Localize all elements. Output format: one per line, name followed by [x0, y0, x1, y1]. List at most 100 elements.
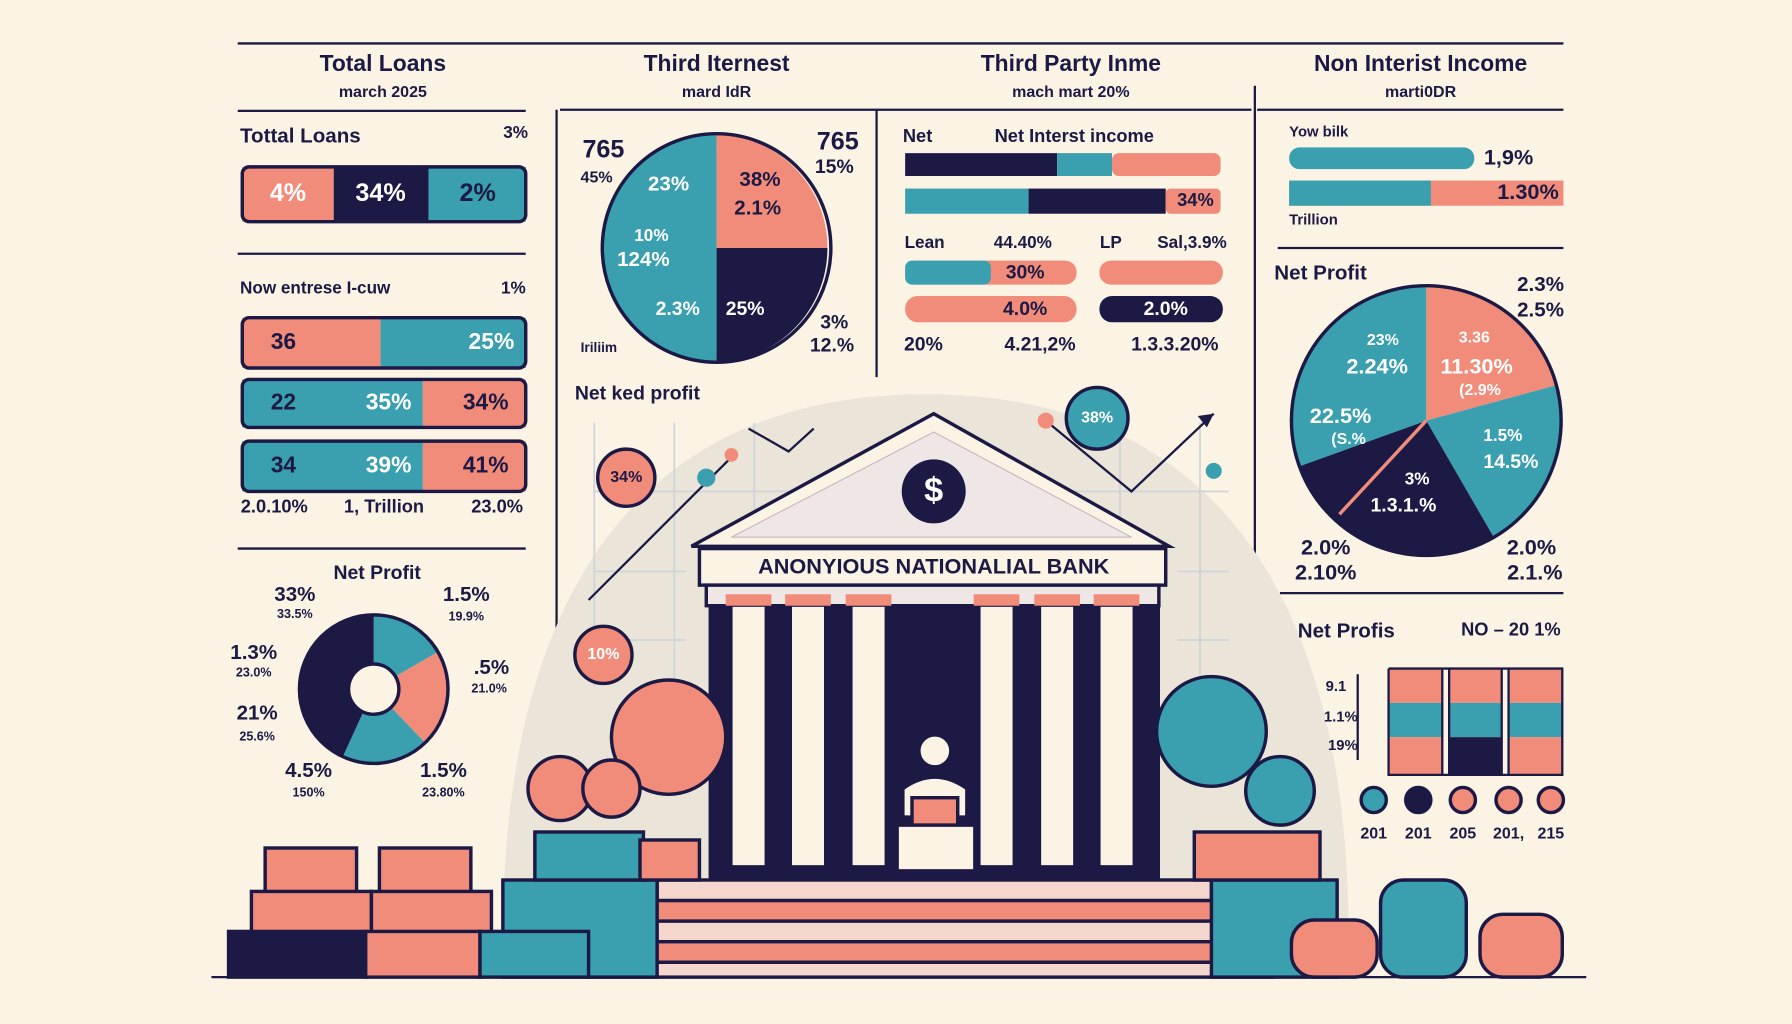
- coin: [901, 459, 966, 524]
- capital: [973, 594, 1020, 606]
- interest-label-text: Net: [903, 125, 932, 146]
- pie2-labels-text: 1.5%: [1483, 425, 1522, 445]
- bank-name-text: ANONYIOUS NATIONALIAL BANK: [758, 554, 1110, 579]
- crate: [249, 889, 374, 937]
- profits-years-text: 201: [1360, 826, 1387, 843]
- segment: [1165, 188, 1221, 214]
- column-outline: [1356, 667, 1564, 776]
- dot: [1037, 412, 1054, 429]
- coin-stack: [1478, 912, 1564, 979]
- segment: [1057, 153, 1112, 176]
- segment: [422, 441, 526, 492]
- capital: [1034, 594, 1080, 606]
- pie1-labels-text: 765: [582, 135, 624, 163]
- icon: [1404, 785, 1433, 815]
- capital: [725, 594, 772, 606]
- pie2-notes-text: 2.5%: [1517, 298, 1564, 321]
- income-footer-text: 2.0.10%: [241, 495, 308, 516]
- step: [638, 898, 1231, 923]
- column: [850, 604, 887, 868]
- segment: [333, 166, 429, 222]
- trend-bubbles-text: 34%: [610, 469, 642, 486]
- pie2-labels-text: 11.30%: [1440, 354, 1512, 379]
- outline: [240, 316, 528, 370]
- interest-title-text: Net Interst income: [995, 125, 1154, 146]
- interest-footer-text: 4.21,2%: [1004, 333, 1075, 355]
- headers-subtitle-text: march 2025: [339, 84, 427, 101]
- income-rows-text: 34: [271, 451, 297, 477]
- column: [789, 604, 827, 868]
- income-footer-text: 1, Trillion: [344, 495, 424, 516]
- cell: [1508, 668, 1563, 703]
- profits-note-text: NO – 20 1%: [1461, 619, 1561, 640]
- segment: [242, 317, 381, 368]
- headers-title-text: Third Party Inme: [981, 50, 1161, 76]
- column: [1038, 604, 1076, 868]
- pie2-labels-text: 2.1.%: [1507, 559, 1563, 584]
- bank-symbol-text: $: [924, 472, 943, 510]
- cell: [1508, 737, 1563, 775]
- slice: [1426, 285, 1557, 421]
- planter: [1192, 830, 1322, 882]
- pie2-labels-text: 1.3.1.%: [1371, 494, 1437, 516]
- step: [601, 940, 1266, 964]
- tree: [609, 678, 728, 796]
- interest-bars-text: 2.0%: [1144, 298, 1188, 320]
- step: [655, 878, 1214, 903]
- planter: [533, 830, 646, 882]
- capital: [1093, 594, 1140, 606]
- outline: [1289, 284, 1563, 558]
- coin-stack: [1378, 878, 1468, 979]
- profits-years-text: 201,: [1493, 826, 1524, 843]
- dot: [697, 468, 716, 487]
- cell: [1449, 702, 1502, 738]
- pie2-title-text: Net Profit: [1274, 262, 1367, 285]
- headers-title-text: Total Loans: [320, 50, 447, 76]
- donut-labels-text: 150%: [293, 785, 325, 799]
- crate: [377, 846, 473, 896]
- entablature: [704, 583, 1161, 608]
- donut-labels-text: 21%: [237, 702, 278, 725]
- profits-years-text: 215: [1538, 826, 1565, 843]
- slice: [299, 614, 374, 757]
- pie2-labels-text: 14.5%: [1483, 451, 1538, 473]
- interest-row-labels-text: Sal,3.9%: [1157, 232, 1227, 252]
- income-rows-text: 25%: [469, 328, 515, 354]
- segment: [428, 166, 526, 222]
- pie1-labels-text: 12.%: [810, 334, 854, 356]
- slice: [1426, 385, 1562, 538]
- segment: [380, 317, 526, 368]
- pie2-labels-text: 2.0%: [1507, 534, 1556, 559]
- donut-labels-text: 1.5%: [420, 759, 467, 782]
- headers-title-text: Non Interist Income: [1314, 50, 1527, 76]
- nonint-bars-text: 1,9%: [1484, 145, 1533, 170]
- step: [586, 960, 1274, 979]
- pie1-labels-text: Iriliim: [581, 340, 618, 355]
- donut-labels-text: 23.0%: [236, 665, 272, 679]
- pie2-labels-text: (2.9%: [1459, 382, 1501, 399]
- profit-columns: [1356, 667, 1566, 815]
- pie2-labels-text: 3.36: [1459, 330, 1490, 347]
- pie1-labels-text: 2.3%: [656, 298, 700, 320]
- interest-bars-text: 4.0%: [1003, 298, 1047, 320]
- pie2-labels-text: (S.%: [1331, 431, 1366, 448]
- income-rows-text: 34%: [463, 388, 509, 414]
- income-rows-text: 39%: [366, 451, 412, 477]
- income-footer-text: 23.0%: [471, 495, 523, 516]
- pie2-labels-text: 2.24%: [1346, 354, 1408, 379]
- income-rows-text: 22: [271, 388, 296, 414]
- outline: [240, 377, 528, 430]
- headers-subtitle-text: mach mart 20%: [1012, 84, 1129, 101]
- loans-note-text: 3%: [503, 122, 528, 142]
- pie1-labels-text: 10%: [634, 225, 668, 245]
- slice: [716, 248, 828, 363]
- dot: [1205, 462, 1222, 479]
- segment: [242, 441, 423, 492]
- donut-labels-text: 19.9%: [448, 609, 484, 623]
- slice: [1291, 285, 1427, 467]
- segment: [1289, 180, 1431, 206]
- cell: [1449, 737, 1502, 775]
- segment: [1028, 188, 1166, 214]
- crate: [369, 889, 494, 937]
